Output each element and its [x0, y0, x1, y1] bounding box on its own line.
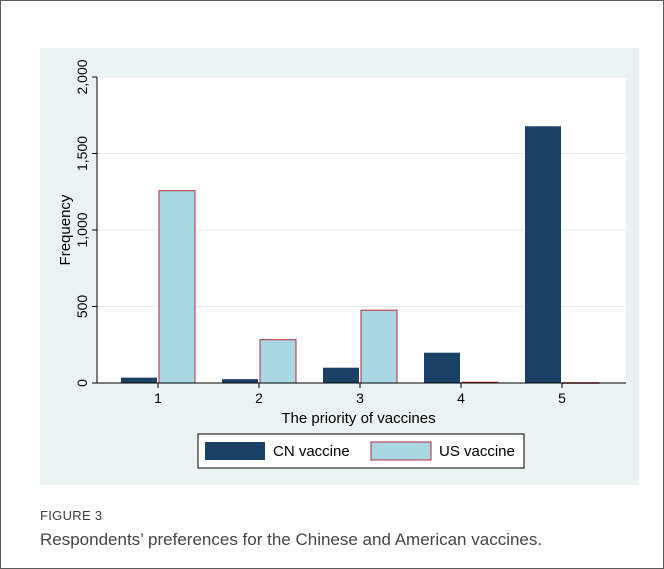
legend-label-us-vaccine: US vaccine: [439, 443, 515, 460]
figure-caption: Respondents’ preferences for the Chinese…: [40, 530, 543, 549]
figure-label: FIGURE 3: [40, 508, 103, 523]
y-axis-label: Frequency: [57, 194, 74, 265]
legend-swatch-cn-vaccine: [205, 442, 265, 460]
bar-cn-vaccine: [121, 377, 157, 383]
bar-us-vaccine: [158, 190, 196, 384]
x-tick-label: 3: [356, 390, 364, 406]
y-tick-label: 1,500: [74, 136, 90, 171]
x-tick-label: 1: [154, 390, 162, 406]
y-tick-label: 2,000: [74, 59, 90, 94]
bar-us-vaccine: [360, 309, 398, 384]
y-tick-label: 0: [74, 379, 90, 387]
y-tick-label: 500: [74, 295, 90, 319]
bar-us-vaccine: [259, 339, 297, 384]
bar-cn-vaccine: [323, 367, 359, 383]
y-tick-label: 1,000: [74, 212, 90, 247]
legend-swatch-us-vaccine: [370, 441, 432, 461]
x-tick-label: 5: [558, 390, 566, 406]
legend-label-cn-vaccine: CN vaccine: [273, 443, 350, 460]
x-tick-label: 4: [457, 390, 465, 406]
bar-cn-vaccine: [424, 352, 460, 383]
bar-cn-vaccine: [525, 126, 561, 384]
bar-cn-vaccine: [222, 379, 258, 383]
x-tick-label: 2: [255, 390, 263, 406]
x-axis-label: The priority of vaccines: [281, 410, 435, 427]
